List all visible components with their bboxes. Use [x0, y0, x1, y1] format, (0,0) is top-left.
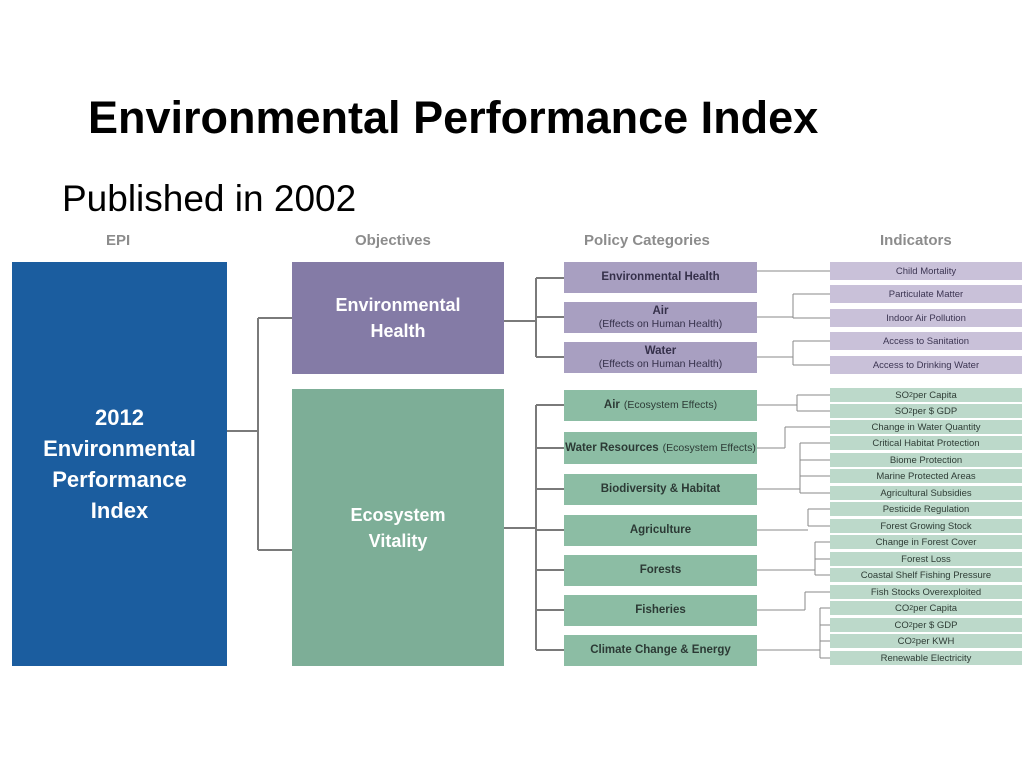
indicator-so2-per-capita: SO 2 per Capita	[830, 388, 1022, 402]
indicator-critical-habitat-protection: Critical Habitat Protection	[830, 436, 1022, 450]
epi-line: Performance	[52, 467, 187, 492]
objective-ecosystem-vitality: Ecosystem Vitality	[292, 389, 504, 666]
header-objectives: Objectives	[355, 232, 431, 249]
indicator-pesticide-regulation: Pesticide Regulation	[830, 502, 1022, 516]
indicator-text: CO	[897, 635, 912, 647]
policy-sublabel: (Ecosystem Effects)	[662, 441, 756, 454]
objective-line: Vitality	[368, 530, 428, 551]
policy-climate-change-energy: Climate Change & Energy	[564, 635, 757, 666]
policy-sublabel: (Effects on Human Health)	[598, 317, 723, 330]
policy-air-ecosystem: Air (Ecosystem Effects)	[564, 390, 757, 421]
indicator-change-in-water-quantity: Change in Water Quantity	[830, 420, 1022, 434]
indicator-coastal-shelf-fishing-pressure: Coastal Shelf Fishing Pressure	[830, 568, 1022, 582]
epi-line: Environmental	[43, 436, 196, 461]
policy-label: Air	[603, 399, 620, 411]
indicator-marine-protected-areas: Marine Protected Areas	[830, 469, 1022, 483]
header-epi: EPI	[106, 232, 131, 249]
policy-label: Biodiversity & Habitat	[600, 483, 721, 495]
indicator-particulate-matter: Particulate Matter	[830, 285, 1022, 303]
policy-sublabel: (Effects on Human Health)	[598, 357, 723, 370]
indicator-child-mortality: Child Mortality	[830, 262, 1022, 280]
indicator-subscript: 2	[911, 637, 916, 645]
indicator-subscript: 2	[908, 621, 913, 629]
indicator-text: CO	[894, 619, 909, 631]
objective-line: Environmental	[335, 295, 461, 315]
objective-line: Ecosystem	[350, 504, 446, 525]
indicator-co2-per-kwh: CO 2 per KWH	[830, 634, 1022, 648]
indicator-change-in-forest-cover: Change in Forest Cover	[830, 535, 1022, 549]
policy-water-resources: Water Resources (Ecosystem Effects)	[564, 432, 757, 464]
policy-label: Forests	[639, 564, 682, 576]
indicator-subscript: 2	[908, 407, 913, 415]
epi-box: 2012 Environmental Performance Index	[12, 262, 227, 666]
indicator-text: per $ GDP	[912, 405, 958, 417]
objective-line: Health	[370, 321, 426, 341]
slide-subtitle: Published in 2002	[62, 178, 357, 219]
indicator-text: SO	[895, 389, 909, 401]
policy-water-health: Water (Effects on Human Health)	[564, 342, 757, 373]
indicator-forest-growing-stock: Forest Growing Stock	[830, 519, 1022, 533]
indicator-access-to-sanitation: Access to Sanitation	[830, 332, 1022, 350]
indicator-so2-per-gdp: SO 2 per $ GDP	[830, 404, 1022, 418]
policy-sublabel: (Ecosystem Effects)	[623, 399, 718, 411]
indicator-fish-stocks-overexploited: Fish Stocks Overexploited	[830, 585, 1022, 599]
indicator-forest-loss: Forest Loss	[830, 552, 1022, 566]
indicator-agricultural-subsidies: Agricultural Subsidies	[830, 486, 1022, 500]
header-indicators: Indicators	[880, 232, 952, 249]
policy-agriculture: Agriculture	[564, 515, 757, 546]
objective-environmental-health: Environmental Health	[292, 262, 504, 374]
policy-label: Water	[644, 344, 677, 357]
indicator-co2-per-gdp: CO 2 per $ GDP	[830, 618, 1022, 632]
indicator-biome-protection: Biome Protection	[830, 453, 1022, 467]
policy-label: Environmental Health	[601, 271, 720, 283]
policy-label: Air	[652, 304, 669, 317]
policy-biodiversity-habitat: Biodiversity & Habitat	[564, 474, 757, 505]
indicator-co2-per-capita: CO 2 per Capita	[830, 601, 1022, 615]
indicator-subscript: 2	[909, 604, 914, 612]
indicator-text: per $ GDP	[912, 619, 958, 631]
policy-fisheries: Fisheries	[564, 595, 757, 626]
indicator-text: per Capita	[912, 389, 957, 401]
policy-label: Climate Change & Energy	[590, 644, 731, 656]
policy-label: Water Resources	[565, 441, 659, 454]
epi-line: Index	[90, 498, 149, 523]
header-policy-categories: Policy Categories	[584, 232, 710, 249]
slide-title: Environmental Performance Index	[88, 92, 819, 143]
indicator-text: SO	[894, 405, 909, 417]
policy-label: Fisheries	[635, 604, 686, 616]
policy-forests: Forests	[564, 555, 757, 586]
policy-label: Agriculture	[629, 524, 692, 536]
indicator-indoor-air-pollution: Indoor Air Pollution	[830, 309, 1022, 327]
epi-line: 2012	[95, 405, 144, 430]
indicator-text: CO	[895, 602, 910, 614]
indicator-renewable-electricity: Renewable Electricity	[830, 651, 1022, 665]
policy-environmental-health: Environmental Health	[564, 262, 757, 293]
indicator-text: per Capita	[913, 602, 957, 614]
indicator-subscript: 2	[908, 391, 913, 399]
indicator-text: per KWH	[915, 635, 955, 647]
policy-air-health: Air (Effects on Human Health)	[564, 302, 757, 333]
indicator-access-to-drinking-water: Access to Drinking Water	[830, 356, 1022, 374]
